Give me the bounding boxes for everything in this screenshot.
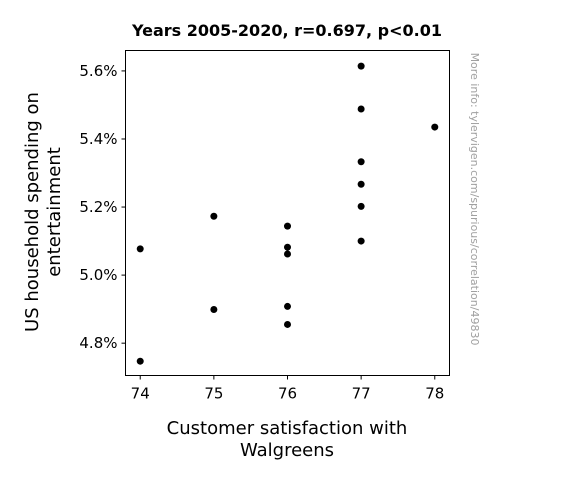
data-point-15 bbox=[357, 237, 365, 245]
y-tick-label: 5.2% bbox=[79, 198, 117, 216]
x-axis-ticks: 74 75 76 77 78 bbox=[131, 375, 444, 403]
x-tick-label: 74 bbox=[131, 385, 150, 403]
data-points bbox=[136, 62, 439, 365]
y-tick-label: 5.6% bbox=[79, 62, 117, 80]
data-point-7 bbox=[284, 250, 291, 258]
chart-title: Years 2005-2020, r=0.697, p<0.01 bbox=[131, 21, 442, 40]
x-tick-label: 78 bbox=[425, 385, 444, 403]
data-point-8 bbox=[284, 302, 291, 310]
y-tick-label: 4.8% bbox=[79, 334, 117, 352]
y-axis-ticks: 4.8% 5.0% 5.2% 5.4% 5.6% bbox=[79, 62, 126, 352]
data-point-9 bbox=[284, 320, 291, 328]
data-point-14 bbox=[357, 202, 365, 210]
watermark-text: More info: tylervigen.com/spurious/corre… bbox=[468, 53, 481, 346]
y-axis-label-line-1: US household spending on bbox=[22, 92, 43, 332]
data-point-6 bbox=[284, 243, 291, 251]
x-tick-label: 76 bbox=[278, 385, 297, 403]
y-tick-label: 5.4% bbox=[79, 130, 117, 148]
y-tick-label: 5.0% bbox=[79, 266, 117, 284]
data-point-4 bbox=[210, 305, 218, 313]
data-point-10 bbox=[357, 62, 365, 70]
data-point-1 bbox=[136, 245, 144, 253]
x-tick-label: 75 bbox=[204, 385, 223, 403]
x-axis-label-line-2: Walgreens bbox=[240, 440, 334, 461]
data-point-3 bbox=[210, 212, 218, 220]
data-point-16 bbox=[431, 123, 439, 131]
x-tick-label: 77 bbox=[352, 385, 371, 403]
x-axis-label-line-1: Customer satisfaction with bbox=[167, 418, 408, 439]
data-point-11 bbox=[357, 105, 365, 113]
y-axis-label-line-2: entertainment bbox=[44, 147, 65, 277]
data-point-13 bbox=[357, 180, 365, 188]
data-point-5 bbox=[284, 222, 291, 230]
plot-area bbox=[125, 50, 450, 376]
data-point-12 bbox=[357, 158, 365, 166]
data-point-2 bbox=[136, 357, 144, 365]
